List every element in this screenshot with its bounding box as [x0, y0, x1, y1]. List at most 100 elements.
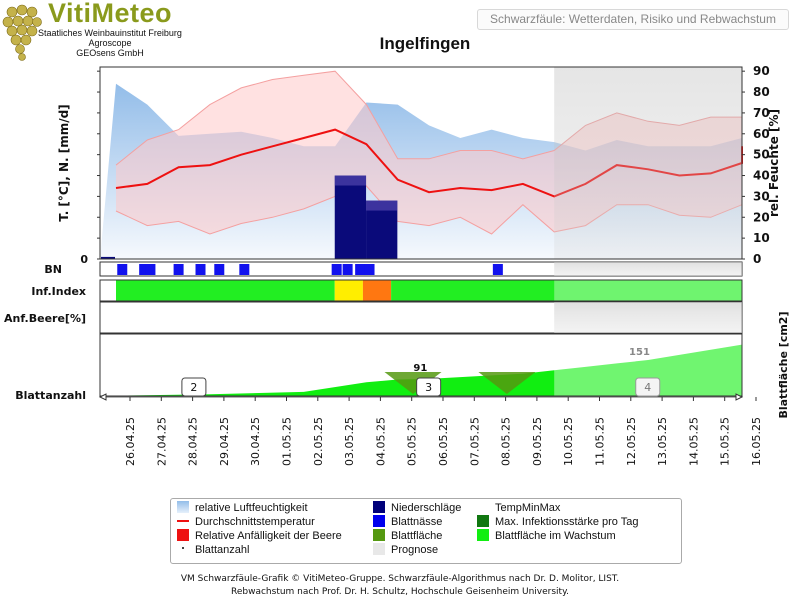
x-tick-label: 15.05.25 [719, 417, 732, 466]
x-tick-label: 08.05.25 [500, 417, 513, 466]
footer: VM Schwarzfäule-Grafik © VitiMeteo-Grupp… [0, 573, 800, 599]
max-infection-wedge [478, 372, 536, 394]
x-tick-label: 04.05.25 [374, 417, 387, 466]
legend-swatch [177, 529, 189, 541]
leaf-count-label: 4 [644, 381, 651, 394]
x-tick-label: 13.05.25 [656, 417, 669, 466]
legend-line [177, 520, 189, 522]
legend-swatch [477, 515, 489, 527]
plot-border [99, 66, 743, 260]
x-tick-label: 14.05.25 [687, 417, 700, 466]
inf-segment [391, 280, 742, 301]
forecast-overlay-anf [554, 302, 742, 333]
precipitation-bar [334, 175, 367, 259]
x-tick-label: 07.05.25 [468, 417, 481, 466]
forecast-overlay-bn [554, 262, 742, 276]
legend-swatch [373, 501, 385, 513]
x-tick-label: 05.05.25 [406, 417, 419, 466]
arrow-left-icon [98, 393, 107, 401]
legend: relative Luftfeuchtigkeit Niederschläge … [170, 498, 682, 564]
leaf-count-box [416, 377, 442, 397]
y-right-tick-label: 40 [753, 169, 770, 183]
legend-item: Blattnässe [373, 515, 442, 529]
legend-swatch [373, 543, 385, 555]
precipitation-bar-top [366, 200, 398, 211]
precipitation-bar-top [334, 175, 367, 186]
x-tick-label: 26.04.25 [124, 417, 137, 466]
legend-swatch [373, 529, 385, 541]
blattnaesse-mark [139, 264, 150, 275]
row-label-bn: BN [44, 263, 62, 276]
x-tick-label: 06.05.25 [437, 417, 450, 466]
y-right-tick-label: 90 [753, 64, 770, 78]
row-label-inf: Inf.Index [31, 285, 86, 298]
legend-item: Blattfläche [373, 529, 442, 543]
blattnaesse-mark [195, 264, 206, 275]
leaf-area-label: 151 [629, 347, 650, 358]
arrow-right-icon [735, 393, 744, 401]
legend-swatch [373, 515, 385, 527]
y-right-tick-label: 80 [753, 85, 770, 99]
leaf-count-box [635, 377, 661, 397]
x-tick-label: 11.05.25 [594, 417, 607, 466]
x-tick-label: 30.04.25 [249, 417, 262, 466]
y-right-tick-label: 20 [753, 210, 770, 224]
x-tick-label: 29.04.25 [218, 417, 231, 466]
x-tick-label: 09.05.25 [531, 417, 544, 466]
y-right-tick-label: 30 [753, 189, 770, 203]
inf-border [99, 279, 743, 302]
y-left-tick-label: 0 [80, 253, 88, 266]
y-right-axis-label: rel. Feuchte [%] [767, 109, 781, 217]
y-right-tick-label: 10 [753, 231, 770, 245]
blattflaeche-area [100, 336, 742, 396]
inf-segment [334, 280, 363, 301]
x-tick-label: 10.05.25 [562, 417, 575, 466]
blattnaesse-mark [173, 264, 184, 275]
leaf-count-box [181, 377, 207, 397]
legend-item: Durchschnittstemperatur [177, 515, 315, 529]
grape-logo-icon [2, 4, 42, 61]
blattnaesse-mark [145, 264, 156, 275]
precipitation-bar [101, 256, 115, 259]
y-right-tick-label: 70 [753, 106, 770, 120]
blattnaesse-mark [342, 264, 353, 275]
x-tick-label: 03.05.25 [343, 417, 356, 466]
inf-segment [116, 280, 335, 301]
forecast-overlay [554, 67, 742, 259]
legend-swatch [477, 529, 489, 541]
legend-item: Prognose [373, 543, 438, 557]
blattnaesse-mark [214, 264, 225, 275]
blattnaesse-mark [239, 264, 250, 275]
x-tick-label: 16.05.25 [750, 417, 763, 466]
logo: VitiMeteo Staatliches Weinbauinstitut Fr… [0, 0, 190, 62]
blattnaesse-mark [117, 264, 128, 275]
y-right-tick-label: 0 [753, 252, 761, 266]
footer-line-1: VM Schwarzfäule-Grafik © VitiMeteo-Grupp… [180, 574, 620, 584]
x-tick-label: 27.04.25 [155, 417, 168, 466]
blattnaesse-mark [364, 264, 375, 275]
app-title: Schwarzfäule: Wetterdaten, Risiko und Re… [477, 9, 789, 30]
x-tick-label: 02.05.25 [312, 417, 325, 466]
leaf-count-label: 2 [190, 381, 197, 394]
legend-item: Niederschläge [373, 501, 461, 515]
footer-line-2: Rebwachstum nach Prof. Dr. H. Schultz, H… [231, 587, 569, 597]
x-tick-label: 01.05.25 [281, 417, 294, 466]
brand-name: VitiMeteo [48, 0, 173, 28]
y-left-axis-label: T. [°C], N. [mm/d] [57, 104, 71, 221]
blattnaesse-mark [492, 264, 503, 275]
institution-3: GEOsens GmbH [76, 48, 144, 58]
y-right-tick-label: 50 [753, 148, 770, 162]
inf-segment [362, 280, 392, 301]
legend-item: Max. Infektionsstärke pro Tag [477, 515, 638, 529]
row-label-anf: Anf.Beere[%] [4, 312, 86, 325]
institution-2: Agroscope [88, 38, 132, 48]
blattnaesse-mark [331, 264, 342, 275]
legend-swatch [177, 501, 189, 513]
station-title: Ingelfingen [379, 34, 471, 53]
x-tick-label: 28.04.25 [187, 417, 200, 466]
leaf-count-label: 3 [425, 381, 432, 394]
row-label-blatt: Blattanzahl [15, 389, 86, 402]
legend-item: Blattanzahl [177, 543, 249, 557]
x-tick-label: 12.05.25 [625, 417, 638, 466]
legend-item: TempMinMax [495, 502, 561, 514]
